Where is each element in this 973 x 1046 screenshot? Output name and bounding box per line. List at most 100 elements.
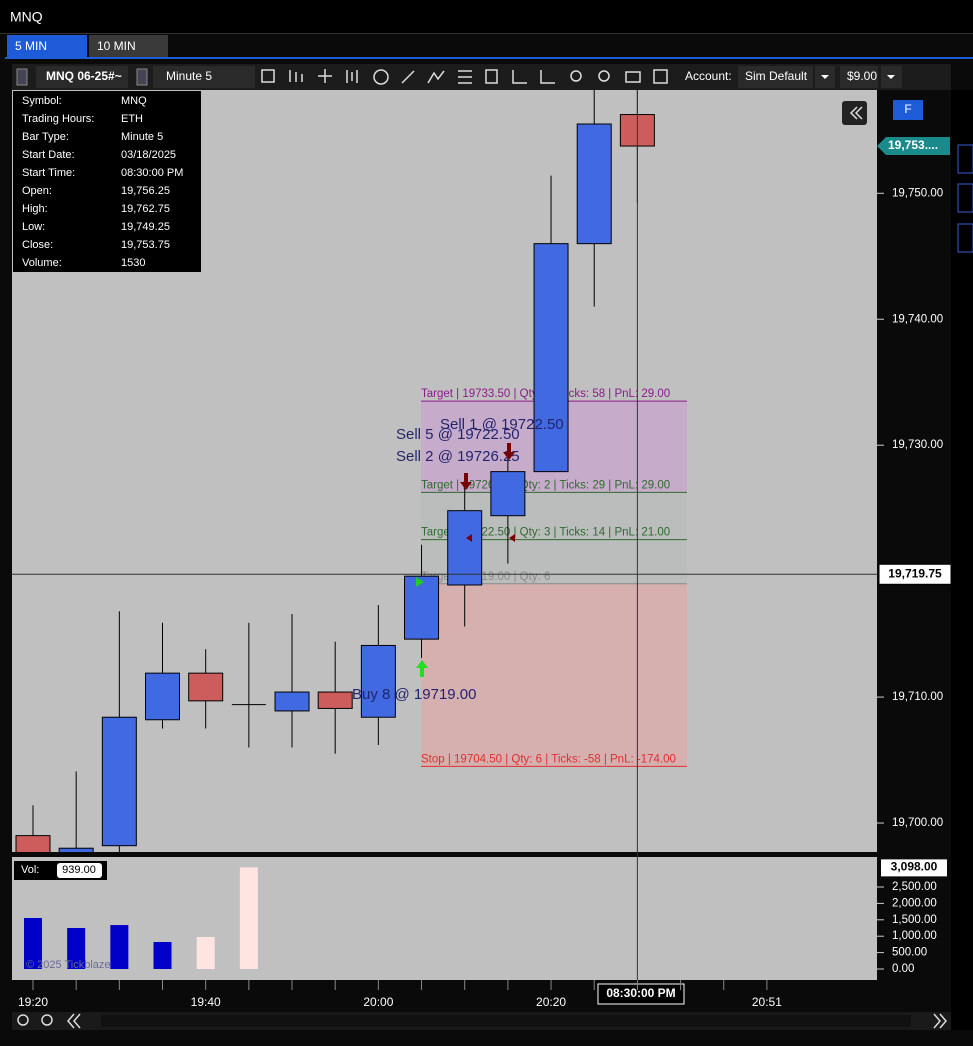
order-zone bbox=[421, 583, 687, 767]
account-label: Account: bbox=[685, 69, 732, 83]
candle-body bbox=[188, 672, 224, 702]
tab[interactable] bbox=[89, 35, 168, 57]
side-button[interactable] bbox=[957, 144, 973, 174]
watermark: © 2025 Tickblaze bbox=[26, 959, 111, 971]
crosshair-time-box bbox=[597, 983, 685, 1005]
vol-tick-label: 1,500.00 bbox=[892, 914, 937, 926]
tab-underline bbox=[5, 57, 973, 59]
candle-body bbox=[15, 835, 51, 852]
divider bbox=[0, 33, 973, 34]
vol-tick-label: 500.00 bbox=[892, 947, 927, 959]
info-key: Start Date: bbox=[22, 149, 75, 161]
scroll-track[interactable] bbox=[101, 1015, 911, 1027]
tab-label: 10 MIN bbox=[97, 39, 136, 53]
candle-body bbox=[533, 243, 569, 473]
y-tick-label: 19,700.00 bbox=[892, 817, 943, 829]
side-panel bbox=[951, 90, 973, 1030]
info-key: Open: bbox=[22, 185, 52, 197]
volume-bar bbox=[239, 867, 258, 969]
tab[interactable] bbox=[7, 35, 87, 57]
order-label: Target | 19722.50 | Qty: 3 | Ticks: 14 |… bbox=[421, 527, 670, 539]
info-key: Trading Hours: bbox=[22, 113, 94, 125]
last-price-box bbox=[877, 137, 950, 156]
info-value: 19,762.75 bbox=[121, 203, 170, 215]
quantity: $9.00 bbox=[847, 69, 877, 83]
fill-marker bbox=[416, 577, 424, 587]
bar-type-box[interactable] bbox=[153, 66, 255, 88]
order-label: Stop | 19704.50 | Qty: 6 | Ticks: -58 | … bbox=[421, 753, 676, 765]
f-button-label: F bbox=[904, 102, 911, 116]
x-tick-label: 20:20 bbox=[536, 995, 566, 1009]
info-value: 1530 bbox=[121, 257, 145, 269]
side-button[interactable] bbox=[957, 183, 973, 213]
dropdown-arrow bbox=[821, 75, 829, 79]
vol-value: 939.00 bbox=[62, 864, 96, 876]
zoom-out[interactable] bbox=[17, 1014, 29, 1026]
volume-bar bbox=[67, 927, 86, 969]
candle-body bbox=[404, 575, 440, 640]
toolbar-icons[interactable] bbox=[261, 69, 668, 85]
y-tick-label: 19,730.00 bbox=[892, 439, 943, 451]
info-box bbox=[13, 91, 201, 272]
scroll-left[interactable] bbox=[67, 1013, 81, 1029]
toggle[interactable] bbox=[136, 68, 148, 86]
vol-label: Vol: bbox=[21, 864, 39, 876]
info-value: MNQ bbox=[121, 95, 147, 107]
x-tick-label: 20:00 bbox=[363, 995, 393, 1009]
scroll-right[interactable] bbox=[933, 1013, 947, 1029]
candle-body bbox=[490, 471, 526, 517]
fill-marker bbox=[466, 534, 472, 542]
info-value: ETH bbox=[121, 113, 143, 125]
last-price: 19,753.... bbox=[888, 138, 938, 152]
info-value: 19,749.25 bbox=[121, 221, 170, 233]
candle-body bbox=[576, 123, 612, 245]
instrument-box[interactable] bbox=[36, 66, 128, 88]
crosshair-time: 08:30:00 PM bbox=[606, 986, 675, 1000]
volume-bar bbox=[153, 942, 172, 969]
zoom-in[interactable] bbox=[41, 1014, 53, 1026]
collapse-icon bbox=[849, 106, 863, 120]
price-plot: Target | 19733.50 | Qty: 1 | Ticks: 58 |… bbox=[15, 90, 687, 852]
order-label: Target | 19726.25 | Qty: 2 | Ticks: 29 |… bbox=[421, 479, 670, 491]
quantity-box[interactable] bbox=[840, 66, 878, 88]
vol-tick-label: 0.00 bbox=[892, 963, 914, 975]
volume-pane bbox=[12, 857, 877, 980]
window-title: MNQ bbox=[10, 9, 43, 25]
info-key: Symbol: bbox=[22, 95, 62, 107]
info-key: Start Time: bbox=[22, 167, 75, 179]
candle-body bbox=[274, 691, 310, 712]
buy-arrow bbox=[416, 660, 428, 677]
candle-body bbox=[360, 644, 396, 718]
dropdown-arrow bbox=[887, 75, 895, 79]
info-value: 08:30:00 PM bbox=[121, 167, 183, 179]
vol-tick-label: 1,000.00 bbox=[892, 930, 937, 942]
order-label: Target | 19719.00 | Qty: 6 bbox=[421, 571, 550, 583]
side-button[interactable] bbox=[957, 223, 973, 253]
toggle[interactable] bbox=[16, 68, 28, 86]
x-tick-label: 19:40 bbox=[191, 995, 221, 1009]
info-key: Close: bbox=[22, 239, 53, 251]
account: Sim Default bbox=[745, 69, 808, 83]
execution-label: Sell 1 @ 19722.50 bbox=[440, 416, 564, 433]
account-box[interactable] bbox=[738, 66, 813, 88]
info-value: 19,756.25 bbox=[121, 185, 170, 197]
vol-max-box bbox=[881, 859, 947, 877]
vol-max-label: 3,098.00 bbox=[891, 860, 938, 874]
instrument: MNQ 06-25#~ bbox=[46, 69, 122, 83]
info-key: High: bbox=[22, 203, 48, 215]
chart: Target | 19733.50 | Qty: 1 | Ticks: 58 |… bbox=[12, 90, 952, 1009]
fill-marker bbox=[509, 534, 515, 542]
info-value: 19,753.75 bbox=[121, 239, 170, 251]
candle-body bbox=[145, 672, 181, 721]
collapse-button[interactable] bbox=[842, 101, 867, 125]
info-key: Bar Type: bbox=[22, 131, 69, 143]
candle-body bbox=[317, 691, 353, 709]
info-key: Low: bbox=[22, 221, 45, 233]
volume-bar bbox=[24, 917, 42, 969]
title-bar bbox=[0, 0, 973, 33]
execution-label: Sell 5 @ 19722.50 bbox=[396, 426, 520, 443]
f-button[interactable] bbox=[893, 100, 923, 120]
info-value: 03/18/2025 bbox=[121, 149, 176, 161]
candle-body bbox=[447, 510, 483, 586]
